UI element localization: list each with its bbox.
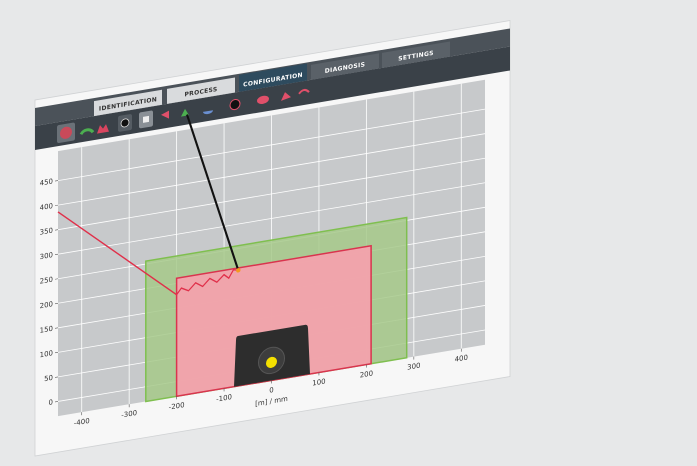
icon: [143, 115, 149, 123]
x-tick-label: -400: [74, 416, 90, 428]
icon[interactable]: [298, 88, 310, 95]
y-tick-label: 200: [40, 299, 53, 310]
tick-mark: [55, 302, 58, 305]
y-tick-label: 350: [40, 226, 53, 237]
app-window: IDENTIFICATIONPROCESSCONFIGURATIONDIAGNO…: [34, 20, 511, 457]
x-tick-label: 200: [360, 368, 373, 379]
tabs: IDENTIFICATIONPROCESSCONFIGURATIONDIAGNO…: [94, 41, 450, 117]
scan-beam: [186, 114, 240, 271]
x-tick-label: 100: [312, 376, 325, 387]
icon[interactable]: [281, 91, 291, 101]
toolbar: [35, 46, 510, 150]
tab[interactable]: [94, 89, 162, 117]
y-tick-label: 300: [40, 250, 53, 261]
tick-mark: [55, 327, 58, 329]
tick-mark: [55, 180, 58, 182]
x-tick-label: 300: [407, 361, 420, 372]
x-tick-label: -300: [121, 408, 137, 420]
icon[interactable]: [203, 110, 213, 115]
tick-mark: [55, 352, 58, 354]
y-tick-label: 150: [40, 324, 53, 335]
x-tick-label: 0: [269, 385, 273, 395]
icon[interactable]: [79, 128, 95, 136]
scan-contour: [57, 211, 239, 296]
y-tick-label: 250: [40, 275, 53, 286]
tab[interactable]: [167, 77, 235, 104]
tab[interactable]: [382, 41, 450, 68]
x-tick-label: -100: [216, 392, 232, 404]
toolbar-icons: [57, 88, 310, 144]
y-tick-label: 100: [40, 348, 53, 359]
icon[interactable]: [229, 98, 241, 111]
tick-mark: [55, 376, 58, 378]
sensor-spot: [266, 356, 277, 368]
scan-point: [236, 268, 241, 273]
tick-mark: [55, 401, 58, 403]
icon[interactable]: [97, 124, 109, 134]
tick-mark: [55, 229, 58, 231]
icon: [60, 126, 72, 139]
icon[interactable]: [161, 110, 169, 120]
y-tick-label: 0: [49, 397, 53, 407]
y-tick-label: 450: [40, 176, 53, 187]
tick-mark: [55, 204, 58, 206]
x-tick-label: -200: [169, 400, 185, 412]
tick-mark: [55, 253, 58, 256]
icon: [120, 118, 130, 128]
tick-mark: [55, 278, 58, 280]
tab[interactable]: [239, 63, 307, 92]
icon[interactable]: [257, 95, 269, 105]
y-tick-label: 50: [44, 373, 53, 383]
tab[interactable]: [311, 53, 379, 80]
x-tick-label: 400: [455, 353, 468, 364]
y-tick-label: 400: [40, 201, 53, 212]
